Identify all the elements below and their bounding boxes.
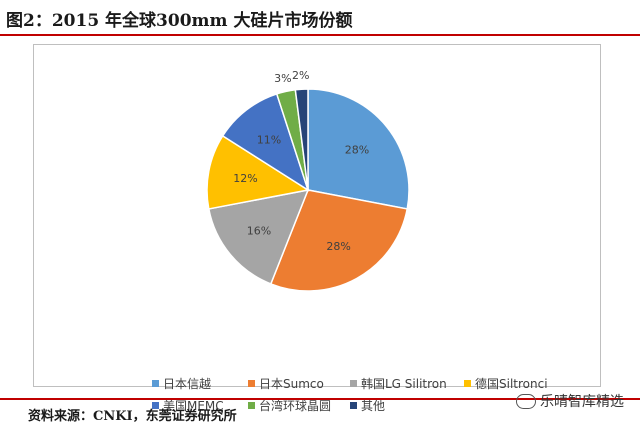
legend-label: 日本Sumco bbox=[259, 377, 324, 391]
legend-swatch bbox=[248, 380, 255, 387]
title-rule bbox=[0, 34, 640, 36]
legend-swatch bbox=[248, 402, 255, 409]
pie-slice bbox=[307, 88, 410, 210]
legend-label: 台湾环球晶圆 bbox=[259, 399, 332, 413]
legend-label: 德国Siltronci bbox=[475, 377, 548, 391]
legend-item: 其他 bbox=[350, 397, 385, 414]
slice-data-label: 2% bbox=[292, 69, 309, 82]
legend-swatch bbox=[152, 402, 159, 409]
legend-item: 台湾环球晶圆 bbox=[248, 397, 331, 414]
slice-data-label: 12% bbox=[233, 172, 257, 185]
legend-item: 日本信越 bbox=[152, 375, 211, 392]
pie-slice bbox=[207, 189, 310, 285]
pie-slice bbox=[294, 88, 309, 191]
legend-label: 日本信越 bbox=[163, 377, 212, 391]
legend-label: 其他 bbox=[361, 399, 386, 413]
legend-item: 日本Sumco bbox=[248, 375, 324, 392]
legend-swatch bbox=[350, 402, 357, 409]
wechat-icon bbox=[516, 393, 536, 409]
watermark-text: 乐晴智库精选 bbox=[540, 394, 624, 410]
source-rule bbox=[0, 398, 640, 400]
watermark: 乐晴智库精选 bbox=[516, 391, 624, 411]
figure-title: 图2：2015 年全球300mm 大硅片市场份额 bbox=[6, 11, 353, 31]
legend-item: 德国Siltronci bbox=[464, 375, 548, 392]
legend-label: 韩国LG Silitron bbox=[361, 377, 447, 391]
slice-data-label: 11% bbox=[257, 134, 281, 147]
legend-swatch bbox=[152, 380, 159, 387]
pie-slice bbox=[221, 92, 310, 192]
figure-source: 资料来源：CNKI，东莞证券研究所 bbox=[28, 409, 237, 424]
pie-slice bbox=[206, 134, 311, 210]
legend-label: 美国MEMC bbox=[163, 399, 224, 413]
legend-item: 韩国LG Silitron bbox=[350, 375, 447, 392]
pie-slice bbox=[269, 189, 409, 292]
legend-swatch bbox=[350, 380, 357, 387]
slice-data-label: 28% bbox=[326, 240, 350, 253]
slice-data-label: 28% bbox=[345, 143, 369, 156]
slice-data-label: 16% bbox=[247, 225, 271, 238]
legend-item: 美国MEMC bbox=[152, 397, 224, 414]
pie-chart: 28% 28% 16% 12% 11% 3% 2% bbox=[206, 69, 410, 292]
slice-data-label: 3% bbox=[274, 72, 291, 85]
chart-area: 28% 28% 16% 12% 11% 3% 2% 日本信越 日本Sumco 韩国LG Sili… bbox=[33, 44, 601, 413]
legend-swatch bbox=[464, 380, 471, 387]
